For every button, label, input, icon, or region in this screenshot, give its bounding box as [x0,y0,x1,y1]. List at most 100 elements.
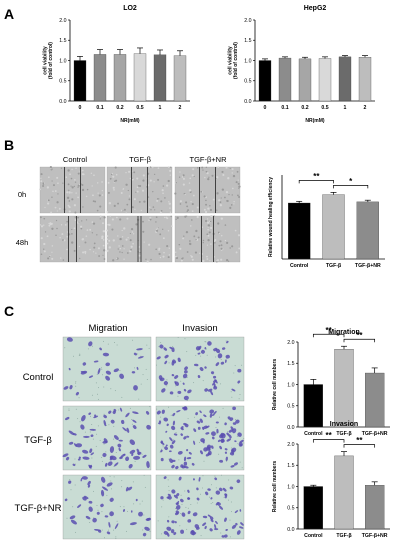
y-tick-label: 2.0 [287,442,294,448]
stained-cell [98,530,102,533]
y-tick-label: 0.5 [287,404,294,410]
cell-texture [98,194,101,197]
membrane-pore [74,484,76,486]
cell-texture [193,235,196,238]
cell-texture [237,194,239,197]
cell-texture [232,174,236,178]
cell-texture [117,202,119,205]
cell-texture [169,169,172,172]
membrane-pore [103,443,105,445]
bar-1 [153,54,167,102]
cell-texture [43,242,46,246]
cell-texture [102,230,104,232]
y-axis-label: Relative cell numbers [272,461,278,513]
cell-texture [54,190,57,192]
cell-texture [81,220,83,222]
cell-texture [127,189,129,192]
stained-cell [81,415,86,422]
cell-texture [106,211,109,213]
cell-texture [65,176,68,179]
membrane-pore [228,499,230,501]
stained-cell [187,389,192,394]
membrane-pore [206,354,208,356]
stained-cell [103,420,107,427]
membrane-pore [121,486,123,488]
stained-cell [161,409,165,414]
x-tick-label: Control [304,431,323,437]
cell-texture [238,187,240,189]
stained-cell [144,526,150,531]
stained-cell [89,448,93,454]
bar-Control [288,202,311,260]
membrane-pore [202,487,204,489]
stained-cell [182,382,185,385]
membrane-pore [141,453,143,455]
cell-texture [68,189,70,191]
cell-texture [166,245,169,248]
membrane-pore [101,460,103,462]
stained-cell [103,438,108,444]
cell-texture [167,166,170,168]
stained-cell [97,368,101,375]
membrane-pore [70,489,72,491]
cell-texture [216,261,218,263]
membrane-pore [140,383,142,385]
cell-texture [195,229,198,233]
stained-cell [127,486,133,491]
membrane-pore [96,373,98,375]
stained-cell [106,482,113,487]
membrane-pore [114,341,116,343]
membrane-pore [101,529,103,531]
significance-bracket [312,333,345,338]
stained-cell [225,354,230,359]
cell-texture [67,183,70,186]
cell-texture [162,255,165,258]
cell-texture [68,200,71,202]
membrane-pore [89,522,91,524]
membrane-pore [181,503,183,505]
cell-texture [50,211,52,214]
membrane-pore [113,476,115,478]
membrane-pore [223,496,225,498]
stained-cell [213,379,217,383]
cell-texture [152,166,154,169]
stained-cell [175,504,181,510]
stained-cell [215,520,218,525]
cell-texture [157,178,160,181]
stained-cell [93,360,99,363]
stained-cell [77,458,81,461]
cell-texture [141,189,145,192]
cell-texture [47,199,50,202]
membrane-pore [186,376,188,378]
cell-texture [91,221,94,223]
cell-texture [136,186,139,189]
wound-col-header-tgfb-nr: TGF-β+NR [189,155,227,164]
membrane-pore [72,506,74,508]
cell-texture [226,241,229,244]
stained-cell [109,446,115,453]
cell-texture [135,223,138,226]
bar-TGF-β+NR [365,372,385,428]
cell-texture [184,193,186,196]
stained-cell [175,465,179,470]
membrane-pore [95,445,97,447]
stained-cell [129,449,136,454]
membrane-pore [179,525,181,527]
cell-texture [43,248,45,250]
cell-texture [126,217,129,220]
cell-texture [42,182,45,184]
membrane-pore [227,431,229,433]
membrane-pore [79,353,81,355]
cell-texture [47,176,50,179]
cell-texture [156,198,159,200]
stained-cell [231,388,236,392]
stained-cell [156,356,161,360]
x-tick-label: 0.2 [301,105,308,111]
stained-cell [234,440,237,443]
cell-texture [71,228,73,231]
cell-texture [152,206,155,208]
stained-cell [103,414,107,419]
cell-texture [175,256,179,260]
cell-texture [169,207,171,209]
cell-texture [71,186,74,189]
